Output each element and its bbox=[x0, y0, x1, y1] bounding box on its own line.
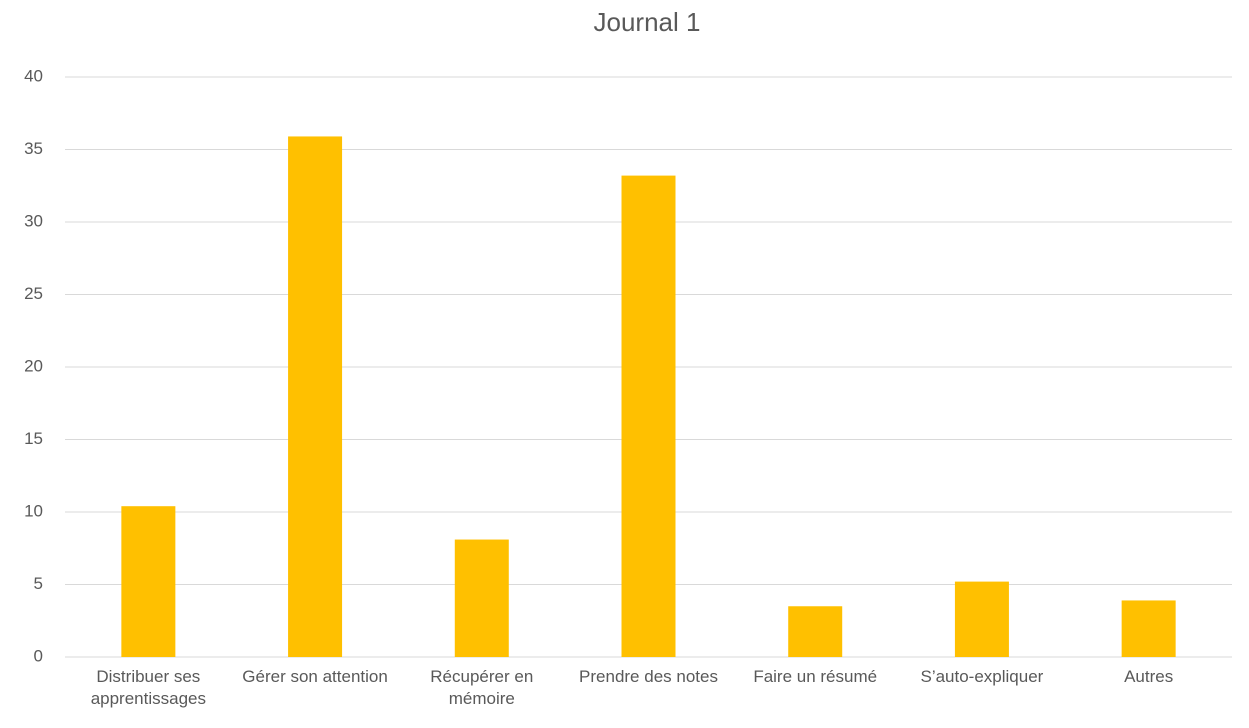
chart-title: Journal 1 bbox=[594, 7, 701, 37]
bar bbox=[788, 606, 843, 657]
y-tick-label: 40 bbox=[24, 66, 43, 85]
y-tick-label: 35 bbox=[24, 139, 43, 158]
y-tick-label: 0 bbox=[34, 646, 43, 665]
y-tick-label: 30 bbox=[24, 211, 43, 230]
x-tick-label: Faire un résumé bbox=[753, 667, 878, 686]
x-tick-label: Récupérer en mémoire bbox=[430, 667, 534, 708]
bar bbox=[454, 539, 509, 657]
y-tick-label: 15 bbox=[24, 429, 43, 448]
x-tick-label: Autres bbox=[1124, 667, 1174, 686]
y-tick-label: 20 bbox=[24, 356, 43, 375]
x-tick-label: S’auto-expliquer bbox=[920, 667, 1044, 686]
bar bbox=[954, 581, 1009, 657]
x-tick-label: Prendre des notes bbox=[579, 667, 718, 686]
y-tick-label: 5 bbox=[34, 574, 43, 593]
y-tick-label: 25 bbox=[24, 284, 43, 303]
bar bbox=[1121, 600, 1176, 657]
x-tick-label: Distribuer ses apprentissages bbox=[90, 667, 206, 708]
bar bbox=[288, 136, 343, 657]
bar bbox=[621, 175, 676, 657]
x-tick-label: Gérer son attention bbox=[242, 667, 388, 686]
y-tick-label: 10 bbox=[24, 501, 43, 520]
bar bbox=[121, 506, 176, 657]
